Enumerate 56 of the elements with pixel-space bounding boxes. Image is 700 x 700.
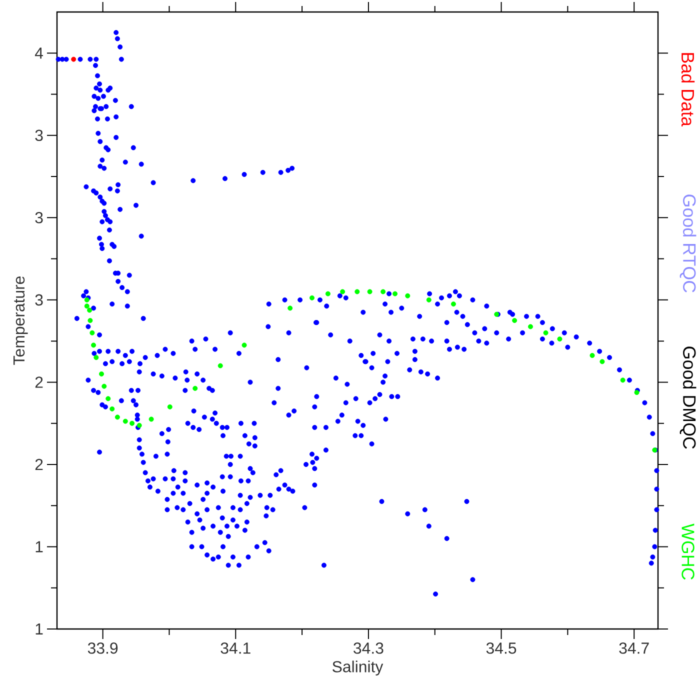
point (392, 291, 398, 296)
point (310, 295, 315, 300)
y-tick-label: 1 (36, 624, 43, 634)
y-tick-label: 3 (35, 294, 43, 306)
point (122, 418, 128, 424)
y-tick-label: 2 (35, 376, 43, 388)
point (88, 318, 93, 323)
point (242, 342, 247, 348)
point (91, 342, 96, 348)
point (426, 297, 432, 302)
point (380, 289, 386, 294)
text: Bad Data (681, 53, 695, 126)
point (102, 384, 107, 389)
point (340, 289, 346, 294)
point (620, 378, 626, 383)
text: WGHC (682, 524, 694, 580)
x-tick-label: 34.7 (619, 642, 649, 654)
y-axis-title: Temperature (13, 276, 28, 365)
point (84, 304, 90, 309)
x-axis-title: Salinity (332, 660, 384, 676)
point (528, 324, 533, 330)
point (106, 396, 111, 402)
point (218, 363, 223, 368)
x-tick-label: 33.9 (88, 642, 118, 654)
x-tick-label: 34.3 (354, 642, 384, 654)
y-tick-label: 2 (35, 458, 43, 470)
point (98, 371, 104, 376)
point (543, 330, 548, 336)
y-tick-label: 3 (35, 212, 43, 224)
point (557, 336, 562, 342)
point (450, 302, 456, 307)
point (512, 318, 518, 323)
y-tick-label: 3 (35, 130, 43, 142)
x-tick-label: 34.5 (486, 642, 516, 654)
y-tick-label: 1 (36, 541, 43, 552)
text: Good RTQC (680, 194, 696, 292)
point (600, 359, 605, 364)
point (590, 352, 595, 358)
point (288, 306, 293, 311)
point (87, 308, 92, 313)
point (130, 420, 135, 426)
point (110, 406, 115, 412)
y-tick-label: 4 (34, 48, 44, 59)
point (94, 355, 99, 360)
point (167, 404, 172, 410)
point (90, 330, 95, 336)
point (114, 414, 120, 420)
x-tick-label: 34.1 (220, 642, 250, 654)
point (192, 386, 198, 391)
text: Good DMQC (680, 346, 696, 449)
point (405, 293, 410, 298)
point (148, 416, 154, 422)
point (354, 289, 360, 294)
point (367, 289, 372, 294)
point (325, 291, 330, 296)
point (71, 56, 76, 62)
